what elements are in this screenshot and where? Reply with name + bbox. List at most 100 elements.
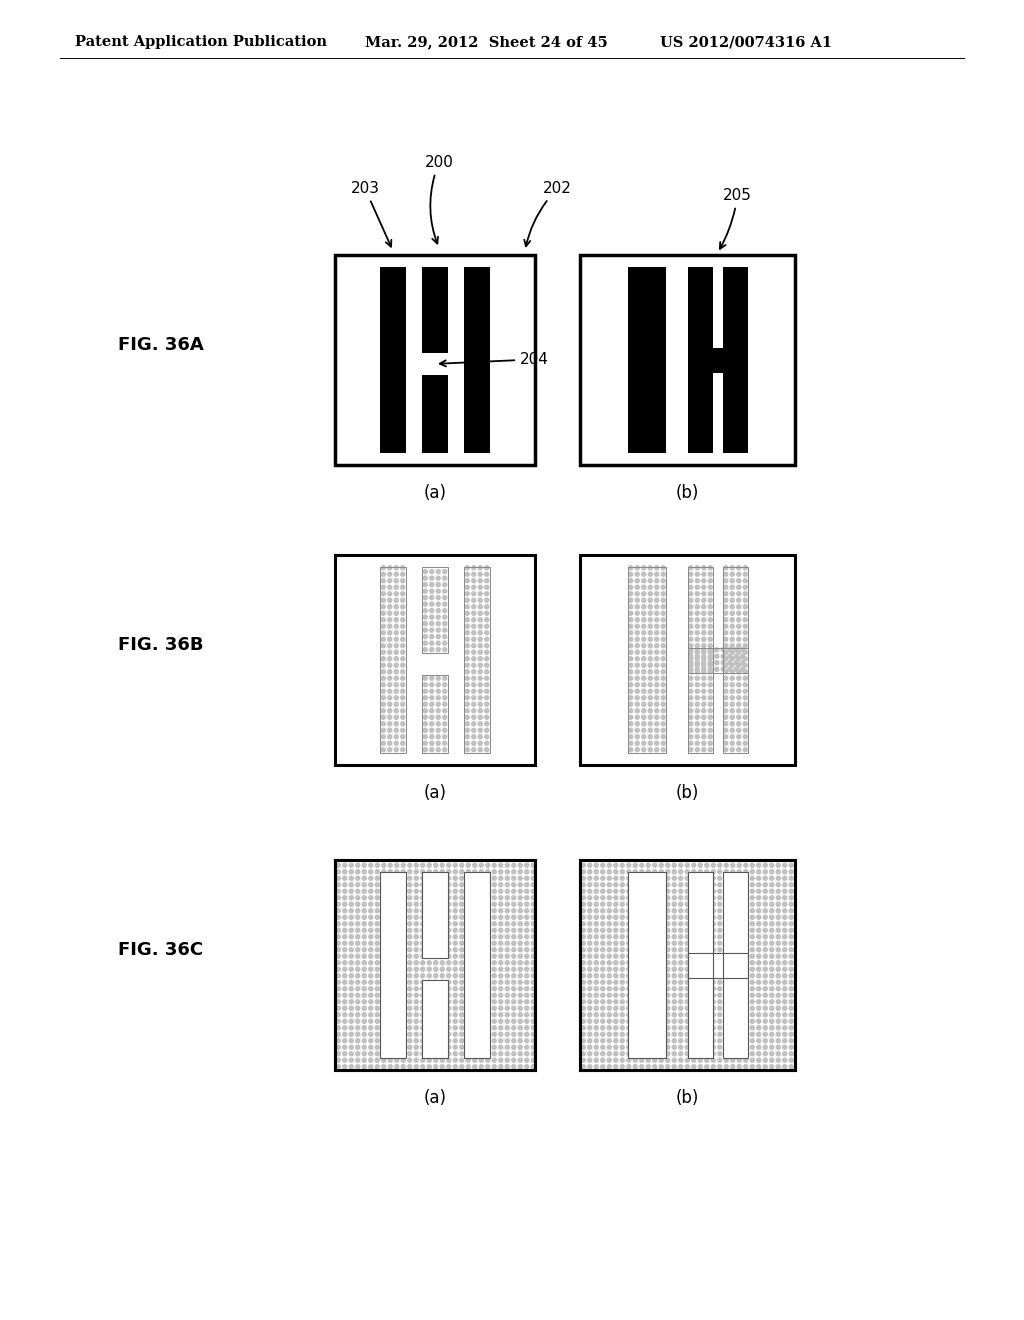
Circle shape [736, 578, 740, 582]
Circle shape [485, 908, 489, 912]
Circle shape [512, 948, 516, 952]
Circle shape [466, 987, 470, 991]
Circle shape [621, 941, 625, 945]
Circle shape [629, 651, 633, 655]
Circle shape [336, 870, 340, 874]
Circle shape [790, 908, 794, 912]
Circle shape [446, 1039, 451, 1043]
Bar [422, 267, 449, 352]
Circle shape [369, 883, 373, 887]
Circle shape [642, 638, 646, 642]
Circle shape [388, 999, 392, 1003]
Circle shape [594, 993, 598, 997]
Circle shape [434, 948, 437, 952]
Circle shape [743, 591, 748, 595]
Circle shape [790, 1026, 794, 1030]
Circle shape [627, 948, 631, 952]
Circle shape [582, 1032, 586, 1036]
Circle shape [336, 1012, 340, 1016]
Circle shape [692, 1012, 695, 1016]
Circle shape [479, 1032, 483, 1036]
Circle shape [782, 941, 786, 945]
Circle shape [730, 689, 734, 693]
Circle shape [466, 883, 470, 887]
Circle shape [763, 987, 767, 991]
Circle shape [423, 589, 427, 593]
Circle shape [782, 908, 786, 912]
Circle shape [770, 999, 774, 1003]
Circle shape [724, 644, 728, 648]
Circle shape [388, 870, 392, 874]
Circle shape [705, 883, 709, 887]
Circle shape [709, 667, 713, 672]
Circle shape [394, 1065, 398, 1069]
Circle shape [440, 1012, 444, 1016]
Circle shape [763, 883, 767, 887]
Circle shape [698, 921, 702, 925]
Circle shape [730, 618, 734, 622]
Circle shape [369, 921, 373, 925]
Circle shape [505, 903, 509, 907]
Circle shape [582, 908, 586, 912]
Circle shape [588, 1019, 592, 1023]
Circle shape [355, 890, 359, 894]
Circle shape [349, 1012, 353, 1016]
Circle shape [607, 890, 611, 894]
Circle shape [672, 974, 676, 978]
Circle shape [712, 1026, 715, 1030]
Circle shape [731, 1039, 735, 1043]
Circle shape [427, 1012, 431, 1016]
Circle shape [601, 981, 605, 985]
Circle shape [621, 903, 625, 907]
Circle shape [692, 1039, 695, 1043]
Circle shape [421, 896, 425, 900]
Circle shape [642, 578, 646, 582]
Circle shape [654, 702, 658, 706]
Circle shape [369, 974, 373, 978]
Text: (b): (b) [676, 1089, 699, 1107]
Circle shape [646, 903, 650, 907]
Circle shape [629, 573, 633, 577]
Circle shape [524, 1045, 528, 1049]
Circle shape [712, 948, 715, 952]
Circle shape [763, 1006, 767, 1010]
Circle shape [695, 676, 699, 680]
Circle shape [709, 655, 713, 659]
Circle shape [776, 1032, 780, 1036]
Circle shape [640, 954, 644, 958]
Circle shape [362, 1032, 367, 1036]
Circle shape [446, 908, 451, 912]
Circle shape [472, 638, 476, 642]
Circle shape [478, 573, 482, 577]
Circle shape [689, 566, 693, 570]
Circle shape [460, 961, 464, 965]
Circle shape [659, 890, 664, 894]
Circle shape [685, 1019, 689, 1023]
Circle shape [454, 1039, 458, 1043]
Circle shape [743, 735, 748, 739]
Circle shape [446, 981, 451, 985]
Circle shape [701, 611, 706, 615]
Circle shape [388, 657, 392, 661]
Circle shape [382, 883, 386, 887]
Circle shape [440, 1045, 444, 1049]
Bar [464, 267, 490, 453]
Circle shape [427, 954, 431, 958]
Circle shape [743, 974, 748, 978]
Circle shape [493, 961, 497, 965]
Circle shape [582, 1026, 586, 1030]
Circle shape [698, 903, 702, 907]
Circle shape [375, 908, 379, 912]
Circle shape [484, 585, 488, 589]
Circle shape [343, 1045, 347, 1049]
Circle shape [659, 903, 664, 907]
Circle shape [355, 928, 359, 932]
Circle shape [401, 915, 406, 919]
Circle shape [790, 896, 794, 900]
Circle shape [524, 948, 528, 952]
Circle shape [434, 935, 437, 939]
Circle shape [355, 1006, 359, 1010]
Circle shape [394, 742, 398, 746]
Circle shape [473, 993, 477, 997]
Circle shape [782, 1052, 786, 1056]
